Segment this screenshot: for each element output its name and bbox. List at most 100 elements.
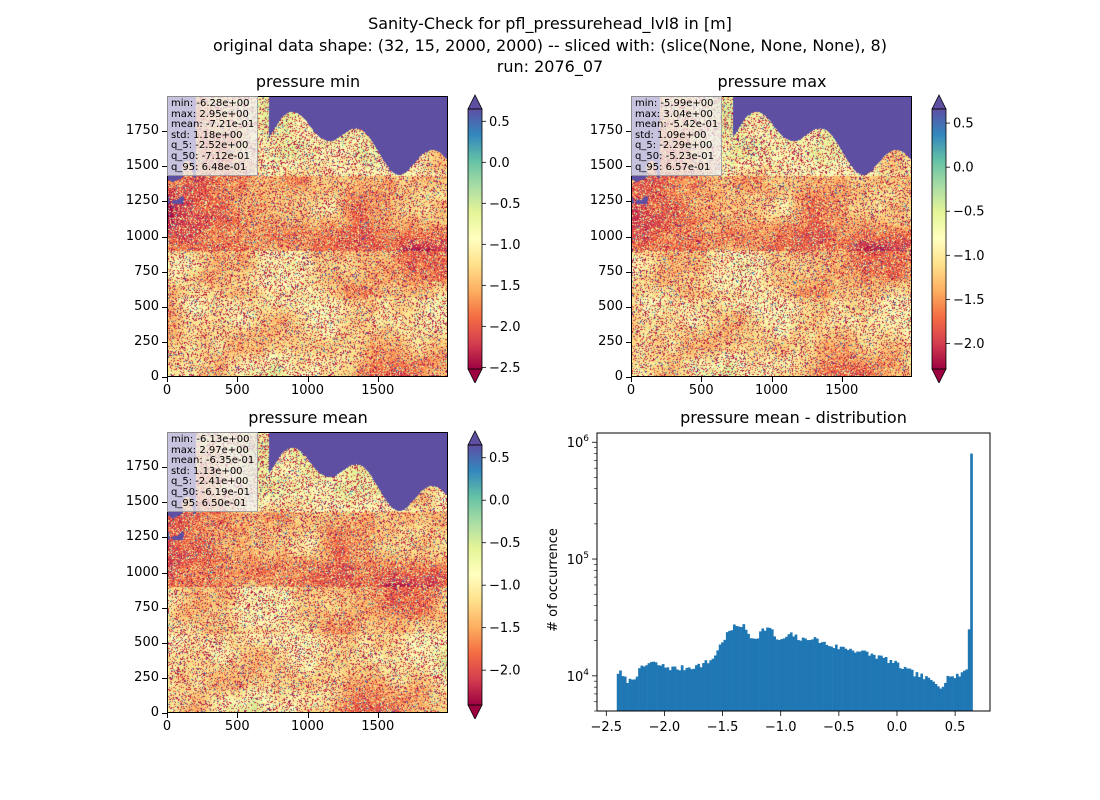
histogram-bar (851, 650, 855, 711)
colorbar-tick-label: −2.0 (489, 664, 521, 679)
colorbar-min: 0.5 0.0 −0.5 −1.0 −1.5 −2.0 −2.5 (467, 94, 521, 383)
colorbar-tick-label: −0.5 (953, 205, 985, 220)
histogram-bar (891, 662, 895, 711)
y-tick-mark (162, 572, 167, 574)
histogram-bar (792, 636, 795, 711)
histogram-bar (640, 665, 644, 711)
histogram-bar (725, 632, 729, 711)
histogram-bar (680, 665, 684, 711)
histogram-bar (958, 676, 961, 711)
histogram-bar (657, 665, 660, 711)
histogram-bar (948, 676, 952, 711)
histogram-bar (763, 630, 767, 711)
y-tick-label: 0 (614, 369, 623, 384)
histogram-bar (863, 650, 867, 711)
histogram-bar (963, 670, 966, 711)
histogram-bar (818, 643, 822, 711)
histogram-bar (903, 666, 907, 711)
stat-line: mean: -7.21e-01 (171, 119, 255, 131)
histogram-bar (673, 666, 677, 711)
histogram-bar (910, 669, 914, 711)
histogram-bar (659, 665, 663, 711)
histogram-bar (709, 660, 712, 711)
histogram-bar (704, 660, 708, 711)
histogram-bar (732, 624, 736, 711)
colorbar-tick-label: −0.5 (489, 536, 521, 551)
histogram-bar (899, 668, 902, 711)
histogram-bar (699, 667, 703, 711)
histogram-bar (939, 688, 943, 711)
x-tick-label: 0 (162, 383, 172, 398)
y-tick-label: 500 (134, 298, 159, 314)
colorbar-tick-label: −1.0 (489, 238, 521, 253)
x-tick-mark (237, 377, 239, 382)
histogram-bar (967, 629, 971, 711)
panel-title-min: pressure min (255, 72, 361, 91)
histogram-bar (858, 651, 862, 711)
x-tick-mark (237, 713, 239, 718)
x-tick-mark (307, 377, 309, 382)
figure-title-line-3: run: 2076_07 (496, 57, 604, 76)
colorbar-tick-label: −1.5 (489, 279, 521, 294)
stats-box-max: min: -5.99e+00 max: 3.04e+00 mean: -5.42… (631, 96, 723, 177)
y-tick-label: 1500 (125, 158, 159, 174)
histogram-bar (846, 650, 850, 711)
histogram-bar (872, 654, 876, 711)
histogram-bar (965, 669, 969, 711)
histogram-bar (690, 669, 693, 711)
histogram-bar (714, 655, 717, 711)
histogram-bar (953, 678, 957, 711)
y-tick-mark (626, 377, 631, 378)
y-tick-mark (162, 131, 167, 133)
histogram-bar (652, 661, 656, 711)
y-tick-label: 500 (598, 298, 623, 314)
x-tick-label: 1000 (754, 383, 789, 398)
x-tick-label: 1500 (361, 383, 395, 398)
histogram-bar (638, 668, 641, 711)
histogram-bar (813, 637, 817, 711)
histogram-bar (908, 668, 912, 711)
histogram-bar (880, 655, 883, 711)
y-tick-mark (162, 607, 167, 609)
y-tick-mark (626, 166, 631, 168)
histogram-bar (782, 638, 786, 711)
histogram-bar (740, 627, 743, 711)
histogram-bar (906, 668, 909, 711)
histogram-bar (654, 662, 658, 711)
histogram-bar (735, 626, 739, 711)
histogram-bar (797, 640, 800, 711)
histogram-bar (616, 673, 620, 711)
histogram-bar (799, 640, 803, 711)
colorbar-tick-label: −1.0 (489, 579, 521, 594)
histogram-bar (811, 639, 814, 711)
histogram-bar (915, 672, 919, 711)
stat-line: q_50: -7.12e-01 (171, 150, 250, 162)
histogram-bar (789, 632, 793, 711)
y-tick-mark (626, 201, 631, 203)
histogram-bar (676, 669, 679, 711)
histogram-bar (922, 679, 926, 711)
histogram-bar (775, 639, 779, 711)
y-tick-label: 250 (134, 333, 159, 349)
y-tick-mark (626, 271, 631, 273)
figure-title-line-2: original data shape: (32, 15, 2000, 2000… (213, 36, 887, 55)
histogram-bar (721, 642, 724, 711)
x-tick-label: 0 (626, 383, 636, 398)
histogram-bar (751, 638, 755, 711)
histogram-bar (697, 663, 701, 711)
histogram-bar (661, 664, 665, 711)
y-tick-mark (162, 377, 167, 378)
histogram-bar (695, 665, 698, 711)
histogram-bar (913, 676, 916, 711)
x-tick-mark (167, 377, 168, 382)
stat-line: mean: -5.42e-01 (635, 119, 719, 131)
histogram-bar (756, 638, 760, 711)
histogram-bar (730, 630, 734, 711)
histogram-bar (766, 627, 769, 711)
x-tick-label: −2.0 (649, 720, 681, 735)
y-tick-label: 1250 (125, 529, 159, 545)
histogram-bar (801, 637, 805, 711)
histogram-bar (664, 667, 667, 711)
stat-line: max: 2.95e+00 (171, 108, 249, 120)
histogram-bar (768, 627, 772, 711)
